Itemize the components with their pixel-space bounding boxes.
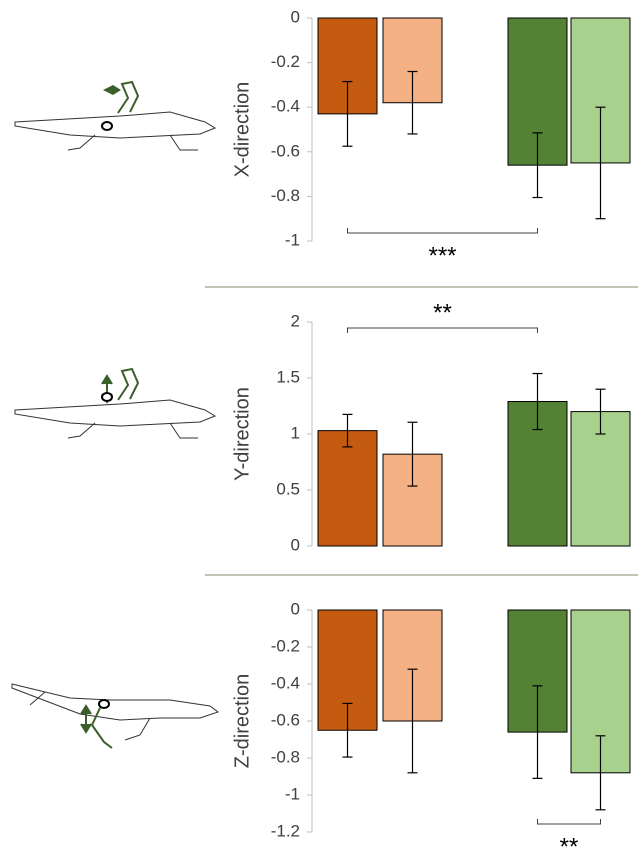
y-tick-label: -0.8	[271, 747, 300, 766]
y-tick-label: 0	[291, 535, 300, 554]
y-tick-label: 0	[291, 599, 300, 618]
y-tick-label: -1	[285, 784, 300, 803]
y-tick-label: 1.5	[276, 367, 300, 386]
y-axis-title: X-direction	[231, 82, 253, 178]
y-tick-label: -1	[285, 230, 300, 249]
lizard-y	[14, 367, 217, 439]
y-tick-label: 1	[291, 423, 300, 442]
y-tick-label: -0.2	[271, 52, 300, 71]
lizard-z	[11, 683, 220, 749]
significance-bracket	[347, 327, 538, 333]
lizard-x	[14, 80, 217, 151]
y-tick-label: -0.6	[271, 141, 300, 160]
y-tick-label: 0.5	[276, 479, 300, 498]
y-axis-title: Y-direction	[231, 387, 253, 481]
y-tick-label: -1.2	[271, 821, 300, 840]
y-tick-label: -0.2	[271, 636, 300, 655]
bar	[317, 430, 378, 547]
significance-bracket	[347, 228, 538, 234]
y-tick-label: -0.8	[271, 186, 300, 205]
significance-bracket	[537, 819, 601, 825]
y-tick-label: -0.4	[271, 97, 300, 116]
y-tick-label: 0	[291, 7, 300, 26]
significance-label: ***	[428, 242, 456, 269]
y-tick-label: -0.6	[271, 710, 300, 729]
significance-label: **	[560, 833, 579, 850]
y-axis-title: Z-direction	[231, 674, 253, 768]
significance-label: **	[433, 299, 452, 326]
y-tick-label: -0.4	[271, 673, 300, 692]
y-tick-label: 2	[291, 311, 300, 330]
